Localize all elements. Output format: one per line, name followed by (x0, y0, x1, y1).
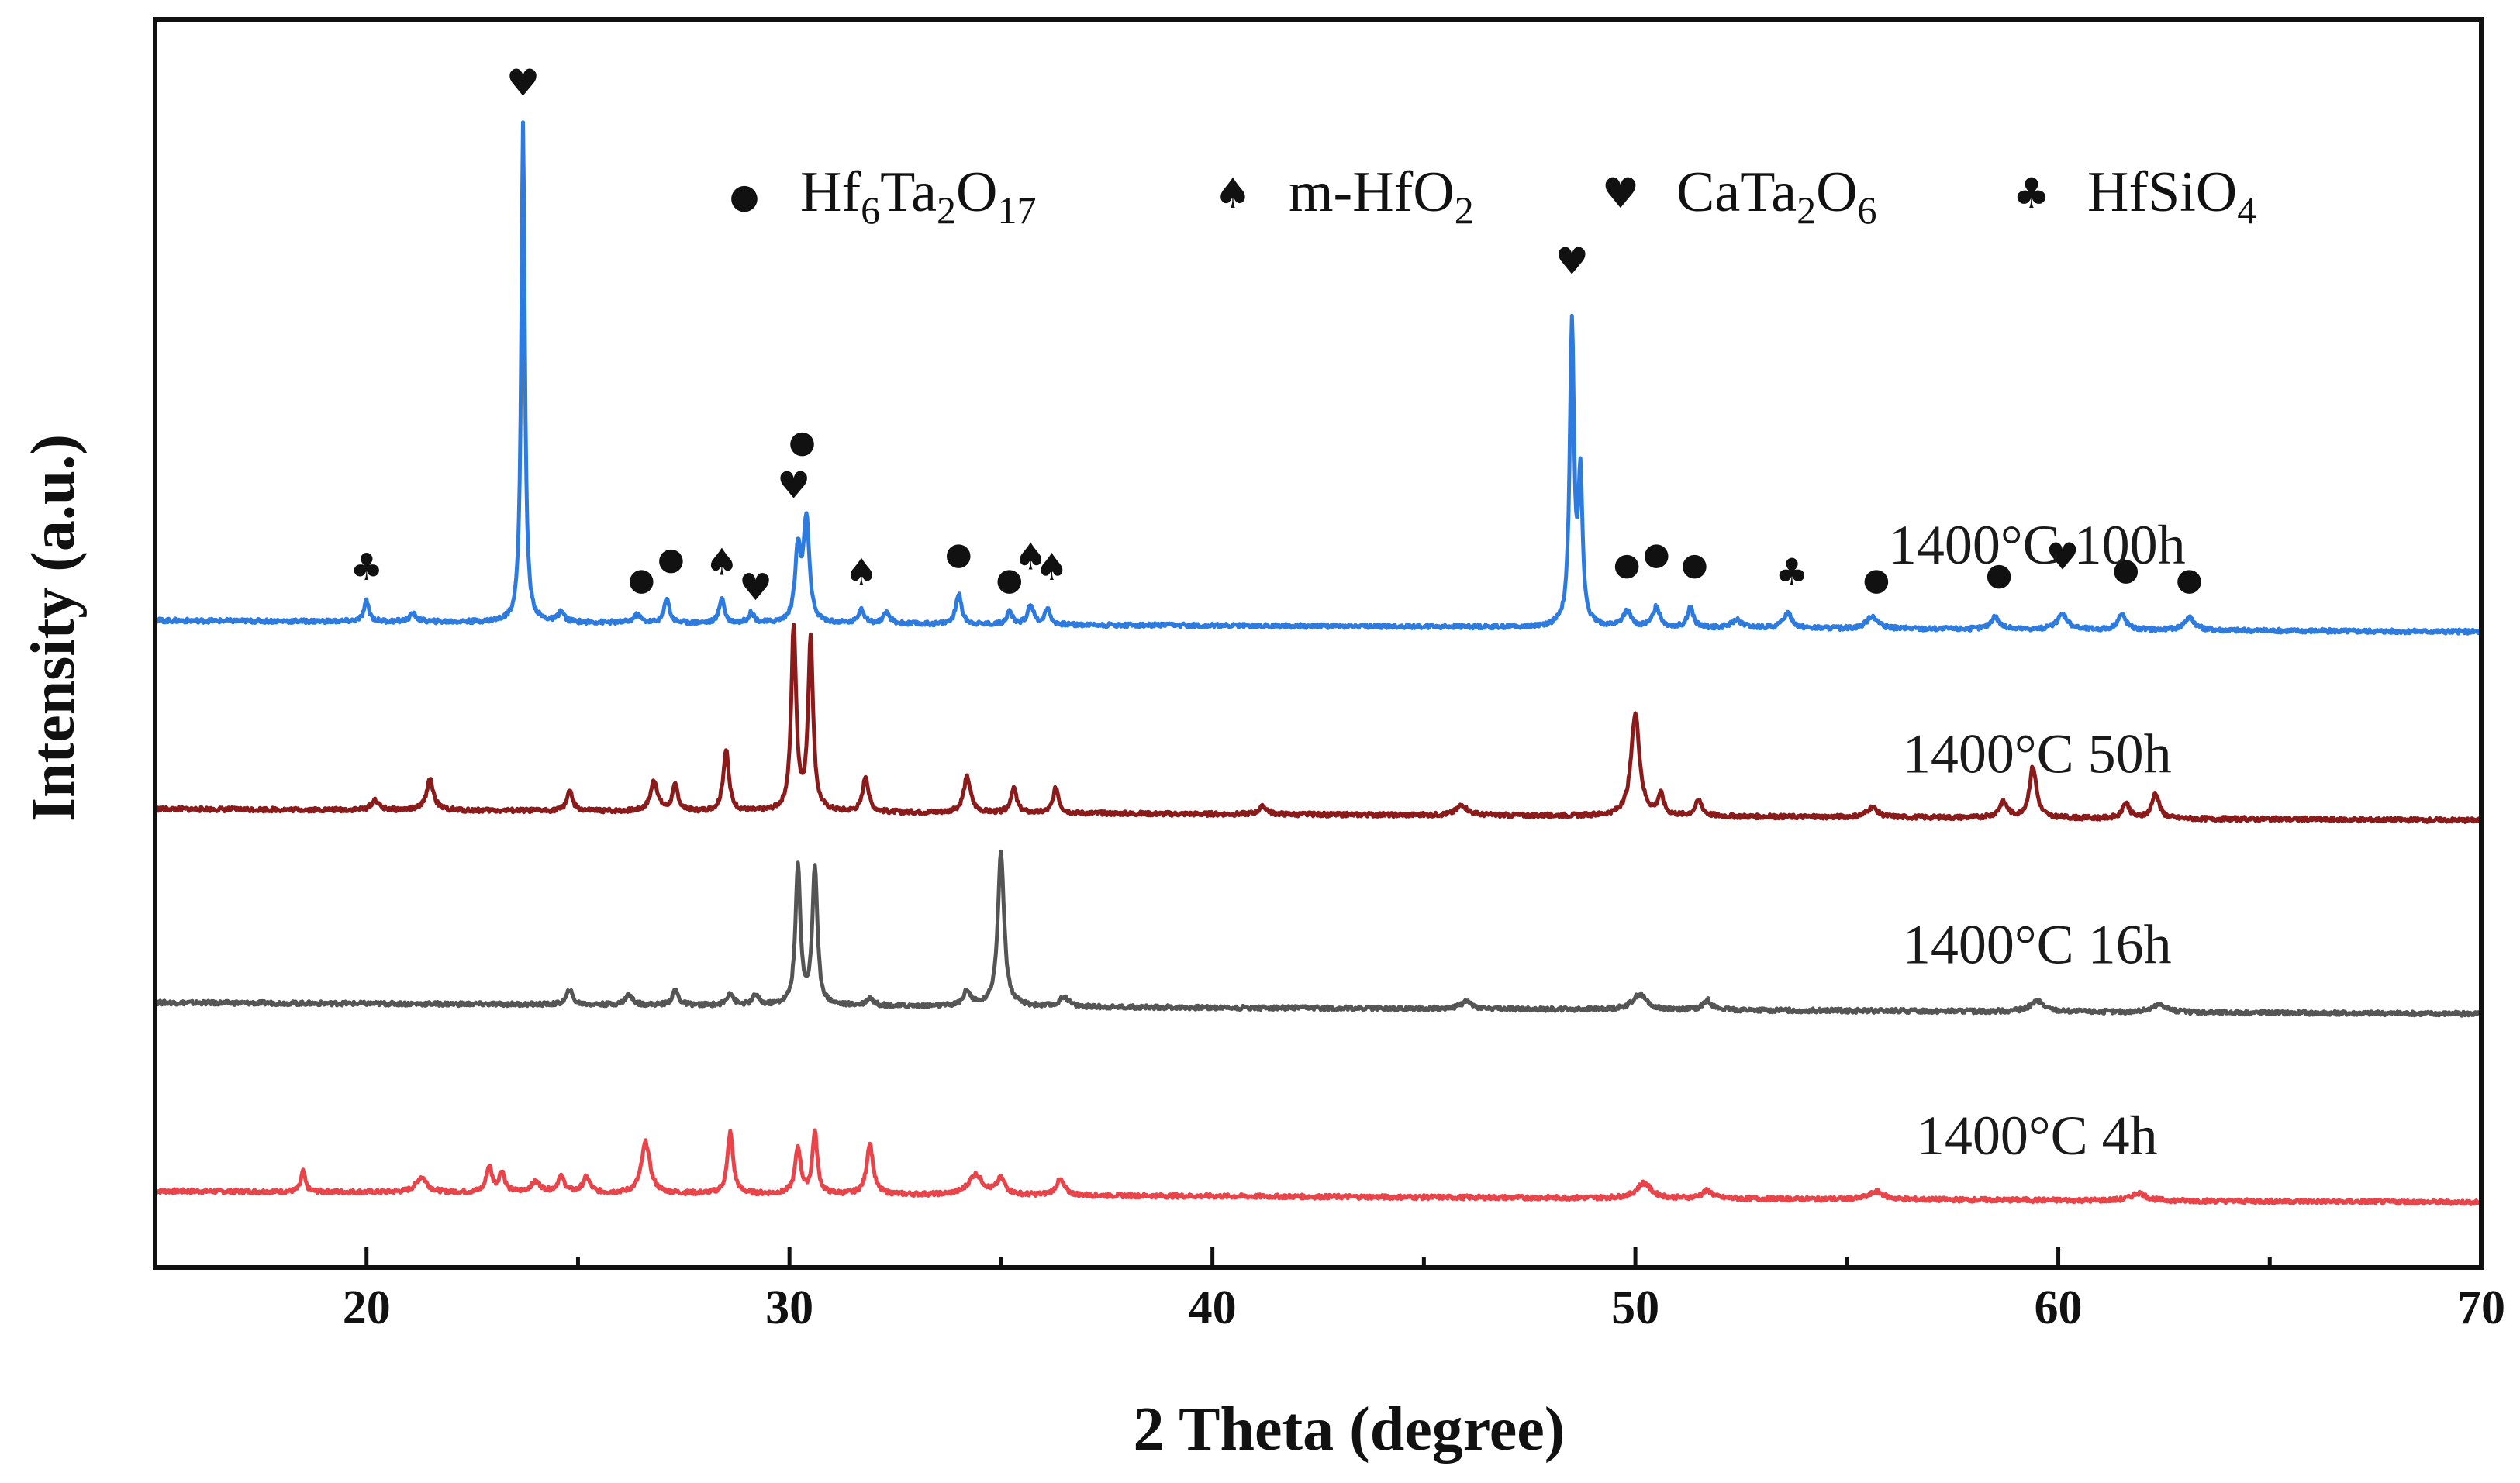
series-labels: 1400°C 4h 1400°C 16h 1400°C 50h 1400°C 100h (1889, 514, 2186, 1167)
peak-marker-1: ♥ (506, 62, 540, 105)
peak-marker-17: ♣ (1775, 550, 1808, 594)
peak-marker-21: ● (2112, 552, 2139, 588)
legend: ● Hf6Ta2O17 ♠ m-HfO2 ♥ CaTa2O6 ♣ HfSiO4 (730, 160, 2256, 232)
peak-marker-15: ● (1643, 536, 1670, 572)
peak-marker-13: ♥ (1555, 240, 1589, 284)
spade-icon: ♠ (1214, 169, 1251, 218)
series-line-1 (153, 849, 2484, 1018)
y-axis-title: Intensity (a.u.) (19, 434, 88, 822)
club-icon: ♣ (2013, 169, 2050, 218)
peak-marker-20: ♥ (2045, 536, 2079, 579)
series-layer (153, 120, 2484, 1206)
plot-frame (153, 17, 2484, 1270)
legend-item-heart: ♥ CaTa2O6 (1602, 160, 1877, 232)
x-tick-label-60: 60 (2035, 1281, 2083, 1334)
peak-marker-12: ♠ (1035, 546, 1068, 589)
peak-marker-18: ● (1863, 562, 1890, 598)
circle-icon: ● (730, 177, 759, 216)
x-tick-label-40: 40 (1189, 1281, 1237, 1334)
x-tick-label-30: 30 (765, 1281, 813, 1334)
series-label-2: 1400°C 50h (1903, 723, 2172, 785)
series-label-1: 1400°C 16h (1903, 914, 2172, 976)
peak-marker-5: ♥ (739, 566, 772, 609)
peak-marker-4: ♠ (705, 540, 738, 584)
series-line-2 (154, 623, 2483, 824)
peak-marker-9: ● (945, 536, 972, 572)
peak-marker-16: ● (1681, 547, 1708, 582)
legend-item-spade: ♠ m-HfO2 (1214, 160, 1474, 232)
legend-label-heart: CaTa2O6 (1676, 160, 1877, 232)
peak-marker-2: ● (628, 562, 655, 598)
x-tick-label-70: 70 (2457, 1281, 2505, 1334)
peak-marker-19: ● (1986, 557, 2013, 592)
legend-label-spade: m-HfO2 (1289, 160, 1474, 232)
peak-marker-22: ● (2176, 562, 2203, 598)
series-label-0: 1400°C 4h (1917, 1105, 2158, 1167)
x-tick-label-20: 20 (343, 1281, 391, 1334)
peak-marker-11: ♠ (1014, 536, 1048, 579)
legend-item-club: ♣ HfSiO4 (2013, 160, 2256, 232)
peak-marker-3: ● (658, 542, 685, 578)
x-axis-ticks: 20 30 40 50 60 70 (153, 1247, 2505, 1334)
x-tick-label-50: 50 (1611, 1281, 1659, 1334)
peak-marker-7: ● (789, 425, 816, 460)
peak-marker-6: ♥ (777, 464, 810, 508)
series-line-3 (154, 120, 2483, 636)
legend-label-circle: Hf6Ta2O17 (800, 160, 1036, 232)
peak-marker-0: ♣ (350, 546, 383, 589)
series-label-3: 1400°C 100h (1889, 514, 2186, 576)
peak-marker-10: ● (996, 562, 1023, 598)
series-line-0 (154, 1128, 2484, 1206)
x-axis-title: 2 Theta (degree) (1134, 1395, 1566, 1464)
peak-marker-14: ● (1614, 547, 1641, 582)
legend-label-club: HfSiO4 (2087, 160, 2256, 232)
peak-marker-8: ♠ (844, 550, 878, 594)
heart-icon: ♥ (1602, 169, 1639, 218)
peak-annotations: ♣♥●● ♠♥♥●♠ ●●♠♠♥● ● ● ♣ ● ● ♥ ● ● (350, 62, 2203, 610)
legend-item-circle: ● Hf6Ta2O17 (730, 160, 1037, 232)
